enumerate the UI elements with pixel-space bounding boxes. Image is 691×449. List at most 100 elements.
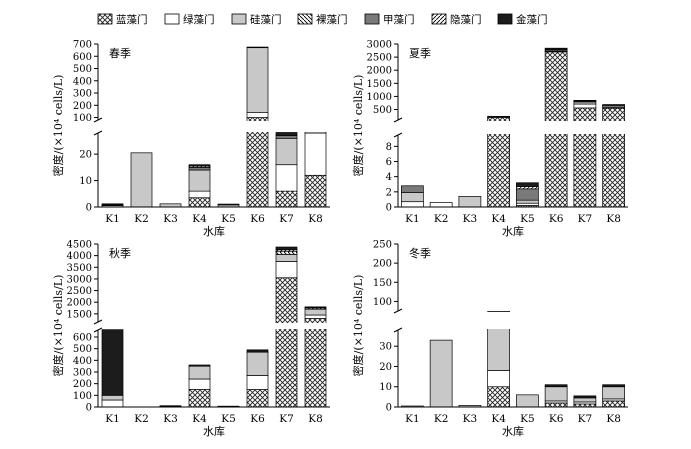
y-tick-label: 10 [79, 176, 92, 187]
y-tick-label: 400 [73, 76, 92, 87]
y-tick-label: 300 [73, 368, 92, 379]
y-ticks: 0100200300400500600150020002500300035004… [67, 240, 98, 414]
x-tick-label: K1 [105, 213, 120, 225]
legend-swatch [231, 13, 247, 25]
bar-group [101, 46, 327, 208]
chart-legend: 蓝藻门 绿藻门 硅藻门 裸藻门 甲藻门 隐藻门 金藻门 [97, 13, 548, 26]
x-tick-label: K2 [434, 213, 449, 225]
panel-title: 春季 [109, 47, 131, 60]
y-tick-label: 0 [386, 203, 392, 214]
bar-segment [275, 137, 298, 166]
bar-segment [246, 349, 269, 353]
bar-segment [188, 167, 211, 171]
y-tick-label: 1000 [367, 92, 392, 103]
bar-segment [573, 395, 597, 399]
bar-segment [544, 47, 568, 51]
y-tick-label: 100 [373, 297, 392, 308]
x-tick-label: K1 [405, 213, 420, 225]
bar-segment [304, 318, 327, 408]
axis-break-mark [93, 319, 103, 325]
panel-title: 冬季 [409, 246, 431, 260]
bar-segment [304, 314, 327, 319]
bar-segment [544, 402, 568, 408]
bar-group [101, 246, 327, 408]
bar-segment [516, 188, 539, 201]
y-ticks: 0 10 20 30 100 150 200 250 [373, 240, 398, 414]
bar-segment [188, 197, 211, 208]
y-tick-label: 4 [386, 172, 392, 183]
y-tick-label: 8 [386, 142, 392, 153]
bar-segment [188, 364, 211, 367]
bar-segment [304, 308, 327, 316]
bar-segment [101, 203, 124, 206]
y-tick-label: 600 [73, 333, 92, 344]
legend-label: 甲藻门 [383, 13, 415, 26]
bar-segment [246, 375, 269, 390]
panel-title: 秋季 [109, 246, 131, 260]
x-axis-label: 水库 [502, 425, 524, 438]
legend-item: 金藻门 [497, 13, 548, 26]
bar-segment [487, 115, 510, 118]
y-tick-label: 300 [73, 89, 92, 100]
x-tick-label: K7 [578, 213, 593, 225]
bar-segment [401, 201, 424, 208]
axis-break-mark [93, 327, 103, 333]
x-tick-label: K8 [606, 213, 621, 225]
bar-segment [246, 47, 269, 114]
bar-segment [602, 386, 625, 400]
chart-panels: K1 K2 K3 K4 K5 K6 K7 K8010201002003004005006007… [51, 40, 629, 438]
chart-panel-3: K1 K2 K3 K4 K5 K6 K7 K8010020030040050060015002… [51, 240, 331, 438]
y-tick-label: 100 [73, 113, 92, 124]
bar-segment [275, 135, 298, 139]
legend-label: 硅藻门 [250, 13, 282, 26]
legend-item: 甲藻门 [364, 13, 415, 26]
bar-segment [188, 169, 211, 192]
y-tick-label: 200 [73, 101, 92, 112]
legend-item: 硅藻门 [231, 13, 282, 26]
bar-segment [516, 182, 539, 187]
x-tick-label: K2 [434, 413, 449, 425]
x-tick-label: K4 [491, 413, 506, 425]
y-tick-label: 500 [73, 344, 92, 355]
bar-segment [544, 384, 568, 388]
y-tick-label: 2 [386, 187, 392, 198]
y-axis-label: 密度/(×10⁴ cells/L) [351, 75, 365, 177]
bar-segment [516, 394, 539, 408]
x-tick-label: K6 [250, 213, 265, 225]
y-tick-label: 3000 [67, 274, 92, 285]
y-tick-label: 400 [73, 356, 92, 367]
bar-segment [602, 400, 625, 408]
y-axis-label: 密度/(×10⁴ cells/L) [351, 275, 365, 377]
y-tick-label: 30 [379, 342, 392, 353]
bar-segment [101, 394, 124, 401]
axis-break-mark [393, 132, 403, 138]
axis-break-mark [93, 117, 103, 123]
x-tick-label: K3 [463, 413, 478, 425]
legend-swatch [497, 13, 513, 25]
y-tick-label: 2500 [67, 286, 92, 297]
y-tick-label: 0 [386, 403, 392, 414]
legend-swatch [364, 13, 380, 25]
bar-segment [304, 132, 327, 176]
y-tick-label: 150 [373, 278, 392, 289]
x-tick-label: K6 [250, 413, 265, 425]
bar-segment [602, 384, 625, 388]
x-tick-label: K3 [463, 213, 478, 225]
bar-segment [275, 164, 298, 192]
bar-segment [304, 174, 327, 208]
x-tick-label: K7 [578, 413, 593, 425]
axis-break-mark [393, 327, 403, 333]
y-tick-label: 3500 [67, 263, 92, 274]
x-tick-label: K8 [308, 213, 323, 225]
y-tick-label: 1500 [367, 79, 392, 90]
y-tick-label: 6 [386, 157, 392, 168]
bar-segment [246, 389, 269, 408]
y-tick-label: 4500 [67, 240, 92, 251]
bar-segment [573, 103, 597, 109]
y-tick-label: 200 [373, 259, 392, 270]
legend-swatch [97, 13, 113, 25]
bar-segment [516, 199, 539, 204]
